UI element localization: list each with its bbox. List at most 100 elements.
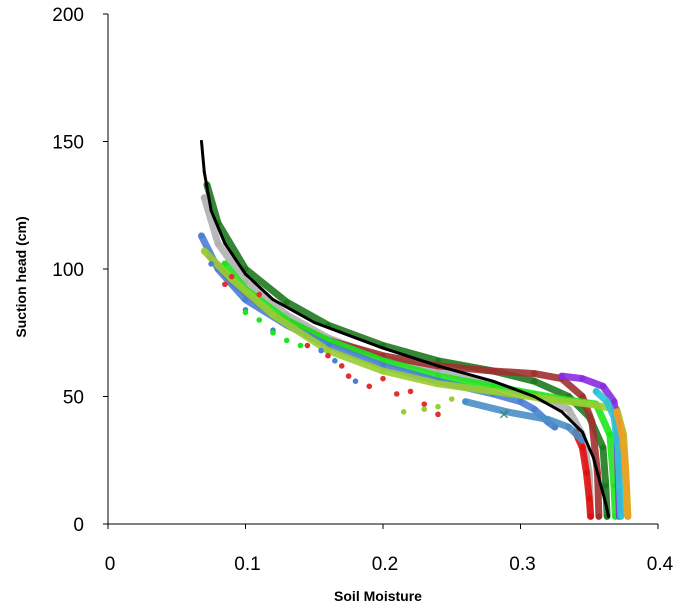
data-point	[602, 482, 609, 489]
data-point	[198, 232, 205, 239]
data-point	[201, 248, 208, 255]
scatter-point	[435, 411, 441, 418]
axes	[103, 13, 659, 529]
scatter-point	[407, 388, 414, 395]
scatter-point	[345, 373, 352, 379]
data-point	[613, 408, 620, 415]
scatter-point	[448, 396, 455, 402]
tick-labels: 0 50 100 150 200 0 0.1 0.2 0.3 0.4	[52, 5, 673, 575]
data-point	[586, 401, 593, 408]
y-tick-label: 50	[63, 388, 84, 409]
x-tick-label: 0.3	[509, 554, 535, 575]
data-point	[619, 431, 626, 438]
y-tick-label: 100	[52, 260, 84, 281]
data-point	[490, 368, 496, 374]
scatter-point	[256, 317, 263, 323]
scatter-point	[338, 363, 345, 369]
y-axis-title: Suction head (cm)	[13, 216, 29, 337]
series-0	[203, 181, 611, 520]
data-point	[490, 388, 496, 395]
data-point	[531, 406, 538, 413]
data-point	[565, 406, 572, 413]
data-point	[545, 416, 551, 423]
scatter-group-0	[222, 273, 441, 418]
x-tick-label: 0.2	[372, 554, 398, 575]
data-point	[593, 388, 600, 395]
scatter-point	[400, 409, 407, 415]
data-point	[517, 398, 524, 405]
scatter-point	[325, 352, 331, 359]
data-point	[283, 299, 290, 306]
data-point	[242, 296, 249, 303]
data-point	[617, 513, 624, 520]
scatter-point	[366, 383, 373, 390]
x-tick-label: 0.1	[234, 554, 260, 575]
scatter-group-3	[400, 396, 455, 415]
scatter-point	[242, 309, 249, 316]
scatter-point	[222, 281, 228, 288]
scatter-point	[256, 291, 263, 298]
scatter-point	[332, 358, 338, 364]
data-point	[435, 380, 441, 387]
data-point	[600, 383, 606, 390]
data-point	[201, 194, 208, 201]
scatter-point	[435, 403, 441, 410]
x-marker	[500, 410, 508, 419]
series-band	[198, 232, 559, 431]
x-marker-group-0	[500, 410, 508, 419]
x-tick-label: 0	[105, 554, 116, 575]
data-point	[380, 368, 386, 374]
data-point	[604, 398, 611, 405]
x-tick-label: 0.4	[647, 554, 674, 575]
data-point	[565, 424, 572, 431]
fitted-curve	[200, 140, 610, 518]
scatter-point	[304, 342, 311, 349]
data-point	[545, 396, 551, 403]
data-point	[586, 495, 593, 502]
series-band	[203, 181, 611, 520]
series-8	[613, 408, 632, 520]
x-axis-title: Soil Moisture	[334, 588, 422, 604]
scatter-point	[297, 342, 304, 349]
scatter-point	[318, 347, 324, 354]
scatter-point	[352, 378, 359, 385]
data-point	[623, 482, 630, 489]
y-tick-label: 200	[52, 5, 84, 26]
scatter-point	[228, 273, 235, 280]
data-point	[611, 398, 617, 405]
data-point	[531, 378, 538, 385]
data-point	[622, 457, 628, 464]
scatter-point	[380, 375, 386, 382]
series-4	[198, 232, 559, 431]
scatter-point	[421, 406, 428, 413]
data-point	[270, 311, 276, 318]
series-11	[200, 140, 610, 518]
scatter-point	[393, 391, 400, 397]
scatter-point	[208, 261, 214, 267]
y-tick-label: 150	[52, 133, 84, 154]
data-point	[579, 375, 586, 382]
scatter-point	[421, 401, 428, 407]
data-point	[462, 398, 469, 405]
scatter-point	[270, 329, 276, 336]
data-point	[615, 444, 622, 451]
data-point	[579, 393, 586, 400]
data-point	[558, 373, 565, 380]
data-point	[589, 419, 595, 425]
data-point	[606, 431, 613, 438]
data-point	[215, 240, 221, 247]
data-point	[587, 513, 594, 520]
data-point	[624, 513, 631, 520]
data-point	[325, 347, 331, 354]
y-tick-label: 0	[73, 515, 84, 536]
data-point	[595, 513, 602, 520]
data-point	[531, 370, 538, 377]
data-point	[616, 482, 623, 489]
data-point	[579, 444, 586, 451]
data-point	[600, 444, 606, 451]
plot-area	[198, 140, 632, 520]
scatter-group-2	[242, 309, 304, 349]
data-point	[221, 260, 228, 267]
data-point	[583, 470, 590, 476]
